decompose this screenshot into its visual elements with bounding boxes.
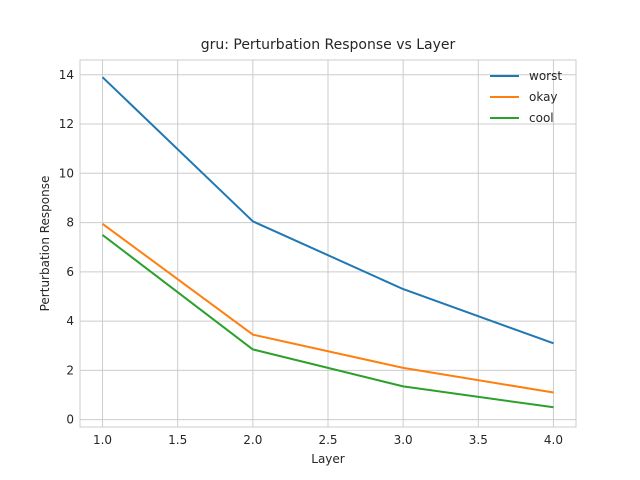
series-line-worst: [101, 76, 554, 345]
y-tick-label: 8: [66, 216, 74, 230]
y-axis-ticks: 0 2 4 6 8 10 12 14: [59, 68, 74, 427]
y-tick-label: 6: [66, 265, 74, 279]
x-tick-label: 3.0: [394, 433, 413, 447]
x-tick-label: 1.5: [168, 433, 187, 447]
legend-label-okay: okay: [529, 90, 558, 104]
y-axis-label: Perturbation Response: [38, 176, 52, 312]
series-line-cool: [101, 234, 554, 409]
x-tick-label: 1.0: [93, 433, 112, 447]
x-tick-label: 2.5: [318, 433, 337, 447]
y-tick-label: 10: [59, 166, 74, 180]
chart-title: gru: Perturbation Response vs Layer: [201, 37, 456, 53]
series-line-okay: [101, 222, 554, 394]
y-tick-label: 14: [59, 68, 74, 82]
x-axis-label: Layer: [311, 452, 345, 466]
legend-label-worst: worst: [529, 69, 562, 83]
y-tick-label: 12: [59, 117, 74, 131]
x-tick-label: 2.0: [243, 433, 262, 447]
y-tick-label: 0: [66, 413, 74, 427]
x-tick-label: 3.5: [469, 433, 488, 447]
legend-label-cool: cool: [529, 111, 554, 125]
grid: [80, 60, 576, 427]
y-tick-label: 4: [66, 314, 74, 328]
x-tick-label: 4.0: [544, 433, 563, 447]
x-axis-ticks: 1.0 1.5 2.0 2.5 3.0 3.5 4.0: [93, 433, 563, 447]
plot-frame: [79, 59, 577, 428]
series-lines: [101, 76, 554, 409]
legend: worst okay cool: [490, 69, 562, 125]
y-tick-label: 2: [66, 363, 74, 377]
